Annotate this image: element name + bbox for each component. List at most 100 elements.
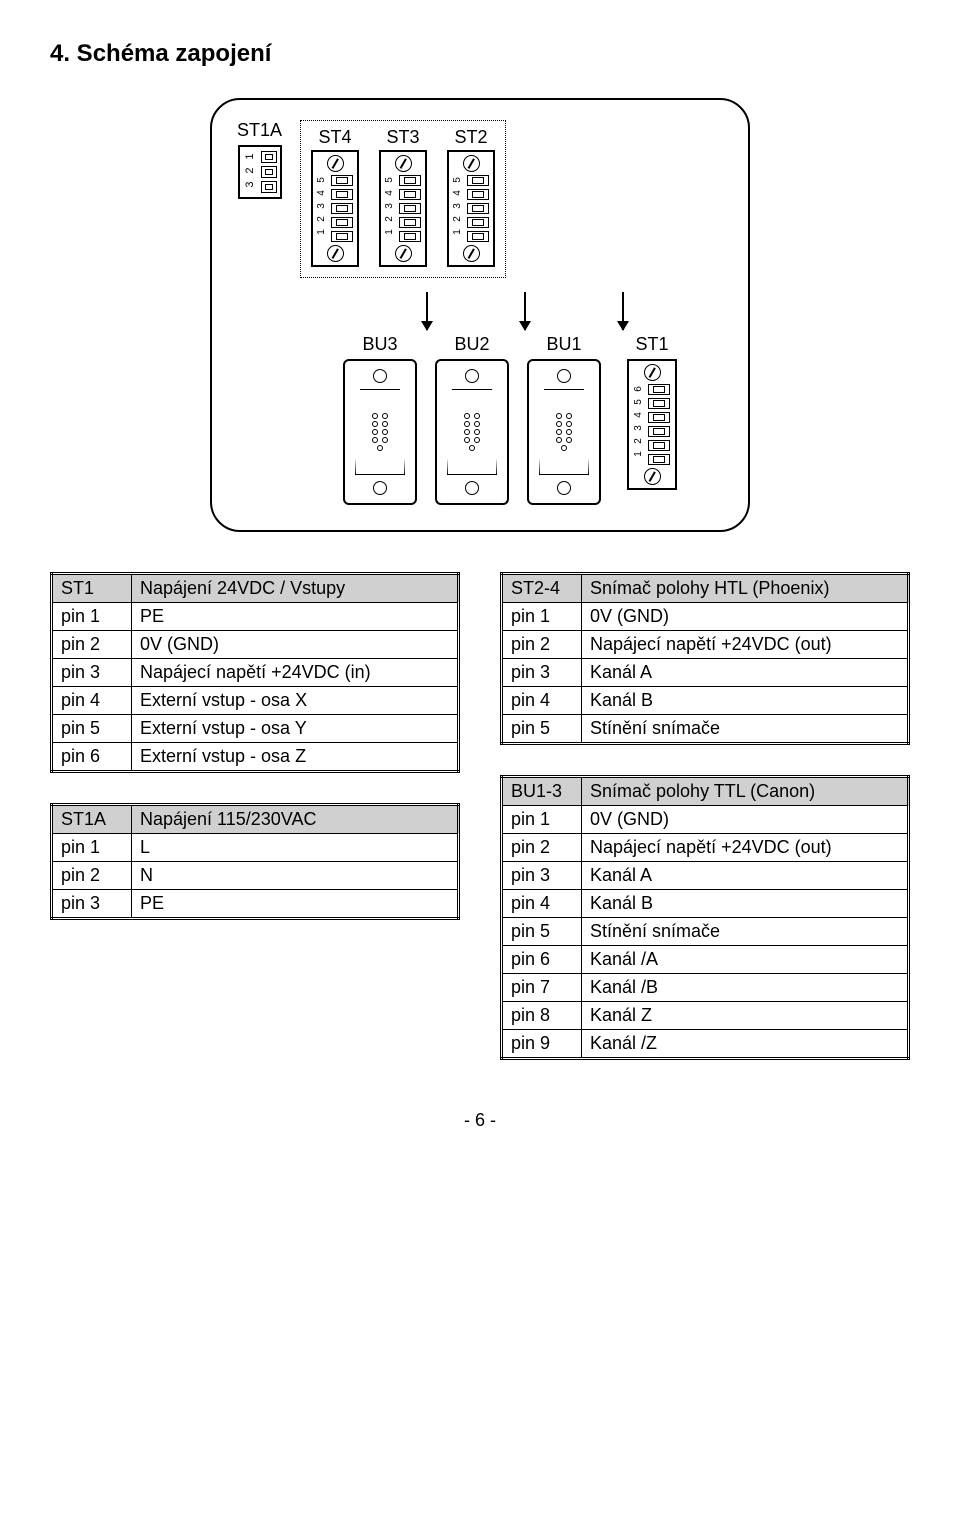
table-cell: 0V (GND) xyxy=(582,603,909,631)
table-cell: pin 4 xyxy=(502,687,582,715)
table-row: pin 3Kanál A xyxy=(502,862,909,890)
table-cell: pin 7 xyxy=(502,974,582,1002)
arrow-down-icon xyxy=(426,292,428,330)
table-cell: Kanál A xyxy=(582,862,909,890)
table-cell: pin 2 xyxy=(52,631,132,659)
table-cell: Stínění snímače xyxy=(582,918,909,946)
table-header-cell: ST2-4 xyxy=(502,574,582,603)
connector-bu1: BU1 xyxy=(527,334,601,505)
table-row: pin 2N xyxy=(52,862,459,890)
table-header-cell: ST1 xyxy=(52,574,132,603)
table-cell: PE xyxy=(132,890,459,919)
connector-st4: ST4 5 4 3 2 1 xyxy=(311,127,359,267)
table-cell: pin 4 xyxy=(52,687,132,715)
table-header-cell: Snímač polohy HTL (Phoenix) xyxy=(582,574,909,603)
table-row: pin 2Napájecí napětí +24VDC (out) xyxy=(502,834,909,862)
table-row: pin 3Kanál A xyxy=(502,659,909,687)
connector-bu3: BU3 xyxy=(343,334,417,505)
table-row: pin 2Napájecí napětí +24VDC (out) xyxy=(502,631,909,659)
screw-icon xyxy=(327,245,344,262)
table-cell: L xyxy=(132,834,459,862)
table-cell: 0V (GND) xyxy=(132,631,459,659)
table-cell: Externí vstup - osa X xyxy=(132,687,459,715)
table-cell: Kanál /Z xyxy=(582,1030,909,1059)
table-row: pin 3PE xyxy=(52,890,459,919)
table-cell: pin 2 xyxy=(52,862,132,890)
table-cell: Externí vstup - osa Y xyxy=(132,715,459,743)
connector-st1a: ST1A 1 2 3 xyxy=(237,120,282,199)
table-cell: Kanál /A xyxy=(582,946,909,974)
db9-connector-icon xyxy=(435,359,509,505)
table-row: pin 7Kanál /B xyxy=(502,974,909,1002)
table-cell: pin 3 xyxy=(502,862,582,890)
table-cell: Kanál B xyxy=(582,890,909,918)
table-cell: pin 5 xyxy=(502,918,582,946)
connector-bu2: BU2 xyxy=(435,334,509,505)
connector-st3: ST3 5 4 3 2 1 xyxy=(379,127,427,267)
table-header-cell: ST1A xyxy=(52,805,132,834)
table-row: pin 8Kanál Z xyxy=(502,1002,909,1030)
table-row: pin 5Stínění snímače xyxy=(502,918,909,946)
table-header-cell: Napájení 115/230VAC xyxy=(132,805,459,834)
table-cell: pin 3 xyxy=(52,890,132,919)
connector-st2: ST2 5 4 3 2 1 xyxy=(447,127,495,267)
table-cell: Externí vstup - osa Z xyxy=(132,743,459,772)
table-header-cell: Napájení 24VDC / Vstupy xyxy=(132,574,459,603)
table-row: pin 3Napájecí napětí +24VDC (in) xyxy=(52,659,459,687)
arrow-down-icon xyxy=(622,292,624,330)
table-cell: pin 6 xyxy=(52,743,132,772)
table-st2-4: ST2-4Snímač polohy HTL (Phoenix)pin 10V … xyxy=(500,572,910,745)
table-row: pin 1L xyxy=(52,834,459,862)
table-cell: Napájecí napětí +24VDC (in) xyxy=(132,659,459,687)
db9-connector-icon xyxy=(527,359,601,505)
table-cell: pin 2 xyxy=(502,834,582,862)
pin xyxy=(261,151,277,163)
table-st1a: ST1ANapájení 115/230VACpin 1Lpin 2Npin 3… xyxy=(50,803,460,920)
table-row: pin 9Kanál /Z xyxy=(502,1030,909,1059)
table-cell: pin 2 xyxy=(502,631,582,659)
table-cell: pin 6 xyxy=(502,946,582,974)
table-row: pin 20V (GND) xyxy=(52,631,459,659)
table-cell: N xyxy=(132,862,459,890)
wiring-diagram: ST1A 1 2 3 ST4 xyxy=(50,98,910,532)
table-row: pin 4Kanál B xyxy=(502,890,909,918)
table-header-cell: Snímač polohy TTL (Canon) xyxy=(582,777,909,806)
connector-st1: ST1 6 5 4 3 2 1 xyxy=(627,334,677,490)
table-row: pin 5Stínění snímače xyxy=(502,715,909,744)
table-row: pin 10V (GND) xyxy=(502,806,909,834)
table-cell: 0V (GND) xyxy=(582,806,909,834)
section-heading: 4. Schéma zapojení xyxy=(50,40,910,68)
table-cell: PE xyxy=(132,603,459,631)
table-row: pin 10V (GND) xyxy=(502,603,909,631)
connector-group-st2-4: ST4 5 4 3 2 1 xyxy=(300,120,506,278)
table-row: pin 5Externí vstup - osa Y xyxy=(52,715,459,743)
table-cell: Kanál A xyxy=(582,659,909,687)
table-cell: Napájecí napětí +24VDC (out) xyxy=(582,834,909,862)
table-cell: Stínění snímače xyxy=(582,715,909,744)
table-row: pin 4Externí vstup - osa X xyxy=(52,687,459,715)
table-cell: pin 1 xyxy=(502,806,582,834)
screw-icon xyxy=(327,155,344,172)
table-row: pin 6Kanál /A xyxy=(502,946,909,974)
connector-label: ST1A xyxy=(237,120,282,141)
db9-connector-icon xyxy=(343,359,417,505)
arrow-down-icon xyxy=(524,292,526,330)
pin xyxy=(261,181,277,193)
table-cell: Napájecí napětí +24VDC (out) xyxy=(582,631,909,659)
table-row: pin 1PE xyxy=(52,603,459,631)
table-st1: ST1Napájení 24VDC / Vstupypin 1PEpin 20V… xyxy=(50,572,460,773)
pin xyxy=(261,166,277,178)
table-cell: pin 4 xyxy=(502,890,582,918)
page-number: - 6 - xyxy=(50,1110,910,1131)
table-header-cell: BU1-3 xyxy=(502,777,582,806)
table-row: pin 6Externí vstup - osa Z xyxy=(52,743,459,772)
table-cell: pin 8 xyxy=(502,1002,582,1030)
table-cell: pin 5 xyxy=(52,715,132,743)
table-cell: Kanál Z xyxy=(582,1002,909,1030)
table-bu1-3: BU1-3Snímač polohy TTL (Canon)pin 10V (G… xyxy=(500,775,910,1060)
table-cell: pin 1 xyxy=(52,603,132,631)
table-cell: pin 1 xyxy=(502,603,582,631)
table-row: pin 4Kanál B xyxy=(502,687,909,715)
table-cell: pin 3 xyxy=(52,659,132,687)
table-cell: pin 1 xyxy=(52,834,132,862)
